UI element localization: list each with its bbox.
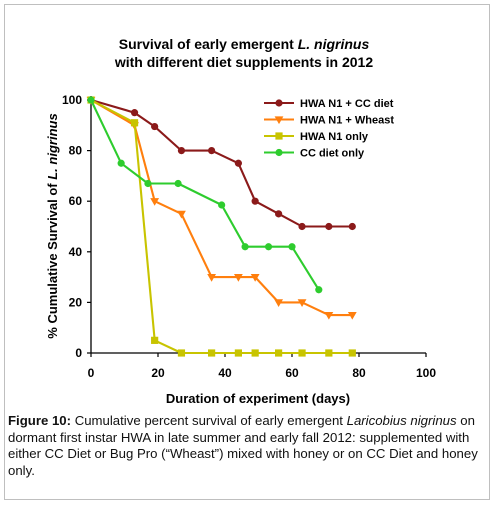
y-tick-label: 20	[69, 295, 83, 309]
data-point	[174, 179, 182, 188]
figure-frame	[4, 4, 490, 500]
caption-text-2: on dormant first instar HWA in late summ…	[8, 413, 478, 478]
figure-caption: Figure 10: Cumulative percent survival o…	[8, 413, 478, 479]
data-point	[130, 109, 139, 117]
data-point	[325, 349, 333, 357]
data-point	[177, 210, 186, 219]
data-point	[117, 159, 125, 167]
data-point	[177, 349, 186, 357]
data-point	[315, 286, 323, 294]
data-point	[130, 119, 139, 127]
data-point	[251, 197, 259, 205]
data-point	[250, 274, 260, 282]
data-point	[251, 349, 259, 357]
x-tick-label: 60	[285, 366, 299, 380]
data-point	[348, 349, 356, 357]
data-point	[241, 243, 249, 251]
data-point	[348, 222, 356, 231]
data-point	[234, 274, 243, 282]
data-point	[264, 243, 273, 251]
data-point	[150, 198, 160, 206]
caption-label: Figure 10:	[8, 413, 72, 428]
data-point	[234, 159, 242, 167]
y-tick-label: 60	[69, 194, 83, 208]
legend-marker	[275, 132, 283, 140]
data-point	[347, 311, 357, 320]
y-tick-label: 0	[75, 346, 82, 360]
y-tick-label: 80	[69, 144, 83, 158]
caption-species: Laricobius nigrinus	[346, 413, 457, 428]
data-point	[177, 147, 186, 155]
data-point	[218, 201, 226, 209]
x-axis-label: Duration of experiment (days)	[166, 391, 350, 406]
data-point	[208, 147, 216, 155]
data-point	[298, 222, 306, 231]
data-point	[275, 210, 283, 218]
data-point	[208, 349, 216, 357]
y-axis-label: % Cumulative Survival of L. nigrinus	[45, 113, 60, 338]
plot-area: 0 20 40 60 80 100 0 20 40 60 80 100	[62, 93, 436, 380]
data-point	[298, 349, 306, 357]
caption-text-1: Cumulative percent survival of early eme…	[71, 413, 347, 428]
legend-label: HWA N1 + CC diet	[300, 98, 394, 110]
data-point	[151, 336, 159, 344]
x-tick-label: 40	[218, 366, 232, 380]
data-point	[87, 96, 95, 104]
chart-title-line1: Survival of early emergent L. nigrinus	[119, 36, 370, 52]
data-point	[234, 349, 242, 357]
y-tick-label: 40	[69, 245, 83, 259]
legend-label: HWA N1 only	[300, 131, 369, 143]
data-point	[325, 222, 333, 231]
data-point	[274, 299, 283, 307]
y-tick-label: 100	[62, 93, 82, 107]
data-point	[297, 299, 307, 307]
data-point	[324, 311, 334, 320]
legend-marker	[275, 148, 283, 157]
legend-marker	[275, 99, 283, 107]
x-tick-label: 20	[151, 366, 165, 380]
survival-chart: Survival of early emergent L. nigrinus w…	[45, 36, 436, 406]
legend: HWA N1 + CC diet HWA N1 + Wheast HWA N1 on…	[264, 98, 394, 160]
legend-label: CC diet only	[300, 148, 365, 160]
data-point	[207, 274, 216, 282]
data-point	[144, 179, 152, 188]
x-tick-label: 100	[416, 366, 436, 380]
data-point	[275, 349, 283, 357]
legend-label: HWA N1 + Wheast	[300, 115, 394, 127]
chart-title-line2: with different diet supplements in 2012	[114, 54, 373, 70]
x-tick-label: 80	[352, 366, 366, 380]
data-point	[288, 243, 296, 251]
x-tick-label: 0	[88, 366, 95, 380]
legend-marker	[274, 116, 284, 125]
data-point	[151, 122, 159, 131]
